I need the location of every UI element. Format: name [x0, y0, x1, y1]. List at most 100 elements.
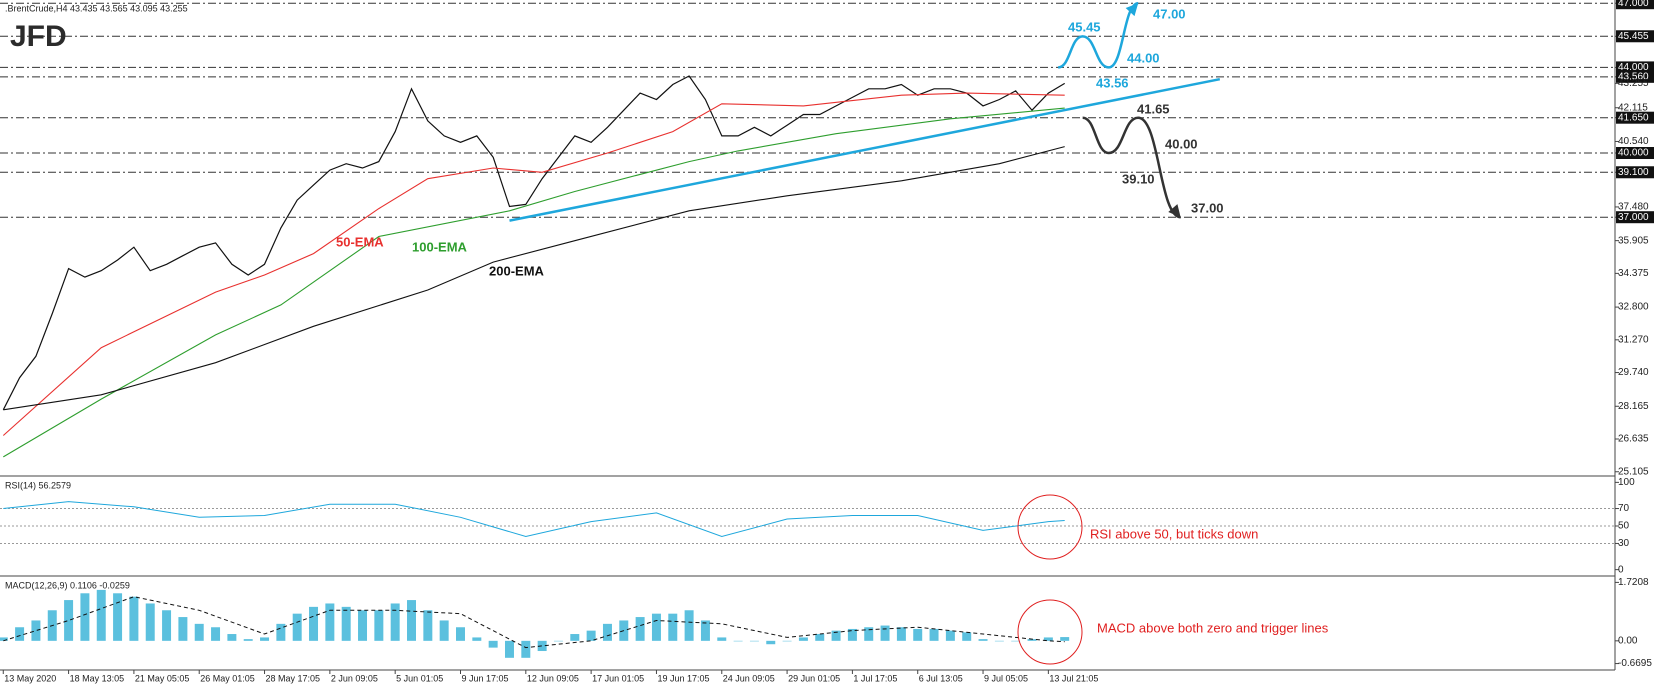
x-tick-label: 26 May 01:05 — [200, 673, 255, 683]
histogram-bar — [358, 610, 368, 641]
y-tick-label: 0 — [1618, 564, 1624, 575]
histogram-bar — [635, 617, 645, 641]
series-line — [3, 107, 1065, 458]
y-tick-label: 35.905 — [1618, 235, 1649, 246]
histogram-bar — [439, 620, 449, 641]
histogram-bar — [668, 613, 678, 641]
panel-note: MACD above both zero and trigger lines — [1097, 620, 1329, 635]
y-tick-label: 40.540 — [1618, 136, 1649, 147]
x-tick-label: 9 Jun 17:05 — [461, 673, 508, 683]
x-tick-label: 12 Jun 09:05 — [527, 673, 579, 683]
histogram-bar — [717, 637, 727, 641]
x-tick-label: 21 May 05:05 — [135, 673, 190, 683]
histogram-bar — [733, 640, 743, 642]
histogram-bar — [276, 623, 286, 641]
histogram-bar — [113, 593, 123, 641]
histogram-bar — [815, 634, 825, 641]
histogram-bar — [374, 610, 384, 641]
histogram-bar — [15, 627, 25, 641]
histogram-bar — [178, 617, 188, 641]
histogram-bar — [80, 593, 90, 641]
y-tick-label: 47.000 — [1618, 0, 1649, 9]
y-tick-label: 0.00 — [1618, 635, 1638, 646]
chart-title: .BrentCrude,H4 43.435 43.565 43.095 43.2… — [5, 3, 188, 13]
histogram-bar — [211, 627, 221, 641]
histogram-bar — [913, 628, 923, 641]
histogram-bar — [504, 640, 514, 658]
x-tick-label: 28 May 17:05 — [266, 673, 321, 683]
histogram-bar — [847, 628, 857, 641]
y-tick-label: 42.115 — [1618, 102, 1648, 113]
y-tick-label: 32.800 — [1618, 302, 1649, 313]
y-tick-label: 34.375 — [1618, 268, 1649, 279]
y-tick-label: 30 — [1618, 538, 1630, 549]
y-tick-label: 37.480 — [1618, 202, 1649, 213]
y-tick-label: 43.255 — [1618, 78, 1649, 89]
y-tick-label: 70 — [1618, 503, 1630, 514]
histogram-bar — [145, 603, 155, 641]
y-tick-label: 29.740 — [1618, 367, 1649, 378]
y-tick-label: 1.7208 — [1618, 577, 1649, 588]
histogram-bar — [700, 620, 710, 641]
histogram-bar — [945, 630, 955, 641]
annotation: 39.10 — [1122, 171, 1155, 186]
series-label: 50-EMA — [336, 234, 384, 249]
y-tick-label: 26.635 — [1618, 434, 1649, 445]
histogram-bar — [1043, 637, 1053, 641]
histogram-bar — [798, 637, 808, 641]
histogram-bar — [782, 640, 792, 642]
level-label-box — [1616, 147, 1654, 160]
histogram-bar — [31, 620, 41, 641]
annotation: 40.00 — [1165, 136, 1198, 151]
x-tick-label: 13 May 2020 — [4, 673, 56, 683]
histogram-bar — [96, 589, 106, 641]
y-tick-label: 43.560 — [1618, 71, 1649, 82]
highlight-circle — [1017, 494, 1083, 560]
histogram-bar — [749, 640, 759, 642]
x-tick-label: 18 May 13:05 — [70, 673, 125, 683]
annotation: 44.00 — [1127, 50, 1160, 65]
histogram-bar — [227, 634, 237, 641]
histogram-bar — [472, 637, 482, 641]
histogram-bar — [994, 640, 1004, 642]
annotation: 43.56 — [1096, 75, 1129, 90]
y-tick-label: 44.000 — [1618, 62, 1649, 73]
histogram-bar — [309, 606, 319, 641]
x-tick-label: 9 Jul 05:05 — [984, 673, 1028, 683]
y-tick-label: 28.165 — [1618, 401, 1649, 412]
histogram-bar — [553, 640, 563, 642]
scenario-path — [1057, 1, 1139, 69]
histogram-bar — [586, 630, 596, 641]
y-tick-label: 50 — [1618, 521, 1630, 532]
histogram-bar — [243, 639, 253, 641]
histogram-bar — [1060, 637, 1070, 641]
x-tick-label: 6 Jul 13:05 — [919, 673, 963, 683]
scenario-arrowhead — [1125, 3, 1139, 17]
panel-title: RSI(14) 56.2579 — [5, 480, 71, 490]
histogram-bar — [341, 606, 351, 641]
histogram-bar — [488, 640, 498, 648]
annotation: 37.00 — [1191, 200, 1224, 215]
histogram-bar — [602, 623, 612, 641]
histogram-bar — [1011, 640, 1021, 642]
histogram-bar — [260, 637, 270, 641]
histogram-bar — [537, 640, 547, 652]
histogram-bar — [456, 627, 465, 641]
scenario-arrowhead — [1168, 204, 1181, 218]
histogram-bar — [390, 603, 400, 641]
histogram-bar — [978, 639, 988, 641]
series-label: 200-EMA — [489, 263, 545, 278]
level-label-box — [1616, 111, 1654, 124]
histogram-bar — [423, 610, 433, 641]
histogram-bar — [407, 600, 416, 641]
histogram-bar — [162, 610, 172, 641]
y-tick-label: 41.650 — [1618, 112, 1649, 123]
level-label-box — [1616, 211, 1654, 224]
y-tick-label: 40.000 — [1618, 148, 1649, 159]
level-label-box — [1616, 0, 1654, 10]
panel-title: MACD(12,26,9) 0.1106 -0.0259 — [5, 580, 130, 590]
series-line — [2, 75, 1066, 411]
histogram-bar — [880, 625, 890, 641]
